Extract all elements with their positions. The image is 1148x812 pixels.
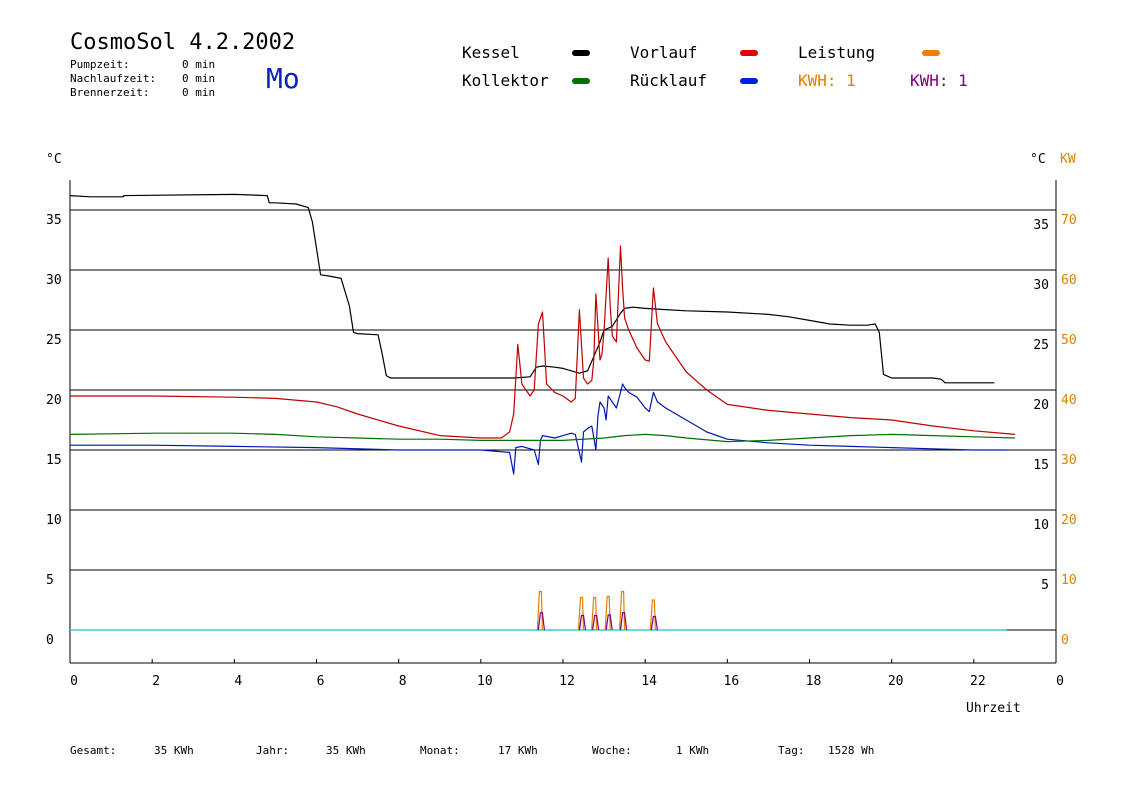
legend-kwh-orange: KWH: 1 — [798, 71, 856, 90]
woche-value: 1 KWh — [676, 744, 710, 757]
y-tick-label-right: 30 — [1033, 278, 1049, 293]
legend-kessel-swatch — [572, 50, 590, 56]
kwh-bump — [650, 615, 658, 631]
y-tick-label-right: 20 — [1033, 398, 1049, 413]
leistung-peak — [536, 590, 544, 631]
leistung-peak — [577, 596, 585, 631]
legend-ruecklauf-swatch — [740, 78, 758, 84]
kwh-bump — [592, 614, 600, 631]
tag-label: Tag: — [778, 744, 805, 757]
legend-vorlauf: Vorlauf — [630, 43, 698, 62]
x-tick-label: 18 — [806, 674, 822, 689]
x-axis-label: Uhrzeit — [966, 701, 1021, 716]
y-tick-label-left: 10 — [46, 513, 62, 528]
leistung-peak — [618, 590, 626, 631]
y-tick-label-right: 5 — [1041, 578, 1049, 593]
pumpzeit-value: 0 min — [182, 58, 216, 71]
jahr-value: 35 KWh — [326, 744, 366, 757]
left-axis-unit: °C — [46, 152, 62, 167]
tag-value: 1528 Wh — [828, 744, 875, 757]
leistung-peak — [591, 596, 598, 631]
y2-tick-label: 30 — [1061, 453, 1077, 468]
y-tick-label-right: 35 — [1033, 218, 1049, 233]
right-axis-unit-kw: KW — [1060, 152, 1076, 167]
legend-ruecklauf: Rücklauf — [630, 71, 708, 90]
y-tick-label-right: 25 — [1033, 338, 1049, 353]
kwh-bump — [537, 612, 546, 631]
y-tick-label-left: 15 — [46, 453, 62, 468]
legend-kessel: Kessel — [462, 43, 520, 62]
x-tick-label: 14 — [641, 674, 657, 689]
legend-vorlauf-swatch — [740, 50, 758, 56]
y-tick-label-left: 25 — [46, 333, 62, 348]
y-tick-label-left: 20 — [46, 393, 62, 408]
legend-leistung: Leistung — [798, 43, 876, 62]
gesamt-value: 35 KWh — [154, 744, 194, 757]
leistung-peak — [649, 599, 656, 631]
y2-tick-label: 40 — [1061, 393, 1077, 408]
woche-label: Woche: — [592, 744, 632, 757]
y2-tick-label: 60 — [1061, 273, 1077, 288]
kwh-bump — [578, 614, 587, 631]
gesamt-label: Gesamt: — [70, 744, 117, 757]
x-tick-label: 2 — [152, 674, 160, 689]
nachlaufzeit-label: Nachlaufzeit: — [70, 72, 157, 85]
x-tick-label: 12 — [559, 674, 575, 689]
series-line-vorlauf — [70, 245, 1015, 439]
brennerzeit-value: 0 min — [182, 86, 216, 99]
series-line-ruecklauf — [70, 383, 1007, 475]
series-line-kollektor — [69, 432, 1015, 443]
y2-tick-label: 70 — [1061, 213, 1077, 228]
jahr-label: Jahr: — [256, 744, 290, 757]
x-tick-label: 10 — [477, 674, 493, 689]
series-line-kessel — [69, 193, 995, 384]
x-tick-label: 16 — [724, 674, 740, 689]
y2-tick-label: 10 — [1061, 573, 1077, 588]
pumpzeit-label: Pumpzeit: — [70, 58, 130, 71]
y-tick-label-right: 10 — [1033, 518, 1049, 533]
brennerzeit-label: Brennerzeit: — [70, 86, 150, 99]
y-tick-label-right: 15 — [1033, 458, 1049, 473]
kwh-bump — [605, 614, 613, 631]
x-tick-label: 6 — [317, 674, 325, 689]
y2-tick-label: 20 — [1061, 513, 1077, 528]
monat-label: Monat: — [420, 744, 460, 757]
leistung-peak — [604, 595, 611, 631]
y-tick-label-left: 0 — [46, 633, 54, 648]
y-tick-label-left: 35 — [46, 213, 62, 228]
y-tick-label-left: 5 — [46, 573, 54, 588]
right-axis-unit: °C — [1030, 152, 1046, 167]
y2-tick-label: 50 — [1061, 333, 1077, 348]
x-tick-label: 4 — [234, 674, 242, 689]
y-tick-label-left: 30 — [46, 273, 62, 288]
x-tick-label: 0 — [1056, 674, 1064, 689]
legend-kollektor-swatch — [572, 78, 590, 84]
x-tick-label: 0 — [70, 674, 78, 689]
y2-tick-label: 0 — [1061, 633, 1069, 648]
monat-value: 17 KWh — [498, 744, 538, 757]
kwh-bump — [619, 612, 628, 631]
legend-kollektor: Kollektor — [462, 71, 549, 90]
nachlaufzeit-value: 0 min — [182, 72, 216, 85]
legend-kwh-purple: KWH: 1 — [910, 71, 968, 90]
weekday-label: Mo — [266, 62, 300, 95]
legend-leistung-swatch — [922, 50, 940, 56]
x-tick-label: 8 — [399, 674, 407, 689]
app-title: CosmoSol 4.2.2002 — [70, 30, 296, 55]
x-tick-label: 20 — [888, 674, 904, 689]
x-tick-label: 22 — [970, 674, 986, 689]
